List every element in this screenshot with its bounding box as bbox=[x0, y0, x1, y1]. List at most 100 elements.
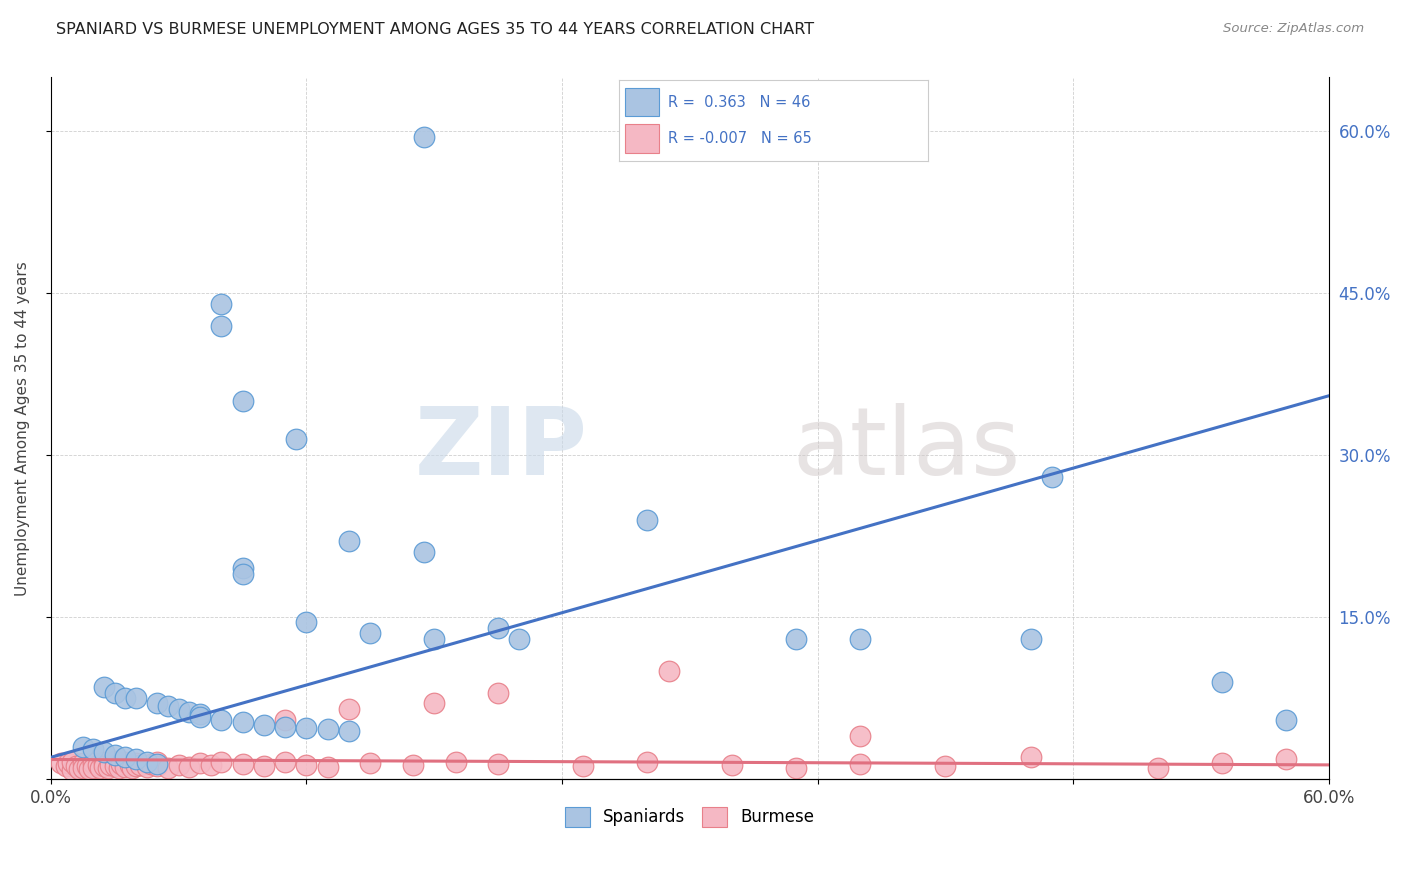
Point bbox=[849, 756, 872, 771]
Point bbox=[231, 394, 253, 409]
Text: SPANIARD VS BURMESE UNEMPLOYMENT AMONG AGES 35 TO 44 YEARS CORRELATION CHART: SPANIARD VS BURMESE UNEMPLOYMENT AMONG A… bbox=[56, 22, 814, 37]
Point bbox=[231, 561, 253, 575]
Point bbox=[209, 318, 232, 333]
Point bbox=[274, 755, 297, 769]
Point bbox=[93, 680, 115, 694]
Point bbox=[76, 759, 98, 773]
Point bbox=[146, 759, 169, 773]
Point bbox=[93, 745, 115, 759]
Point bbox=[188, 756, 211, 770]
Point bbox=[67, 762, 90, 776]
Point bbox=[60, 755, 83, 769]
Point bbox=[284, 432, 307, 446]
Point bbox=[156, 761, 179, 775]
Point bbox=[55, 759, 77, 773]
Point bbox=[146, 697, 169, 711]
Point bbox=[849, 632, 872, 646]
Point bbox=[785, 761, 807, 775]
Point bbox=[316, 760, 339, 774]
Text: atlas: atlas bbox=[792, 403, 1021, 495]
Point bbox=[93, 755, 115, 769]
Point bbox=[209, 297, 232, 311]
Point bbox=[359, 756, 381, 770]
Point bbox=[135, 760, 157, 774]
Point bbox=[1040, 469, 1063, 483]
Point bbox=[114, 755, 136, 769]
Point bbox=[104, 754, 127, 768]
Point bbox=[125, 752, 148, 766]
Point bbox=[100, 757, 122, 772]
Point bbox=[849, 729, 872, 743]
Point bbox=[1211, 674, 1233, 689]
Point bbox=[125, 690, 148, 705]
Point bbox=[89, 761, 111, 775]
Point bbox=[1019, 750, 1042, 764]
Bar bbox=[624, 88, 659, 117]
Point bbox=[444, 755, 467, 769]
Point bbox=[295, 721, 318, 735]
Point bbox=[139, 756, 162, 771]
Point bbox=[785, 632, 807, 646]
Point bbox=[636, 513, 658, 527]
Point bbox=[114, 750, 136, 764]
Y-axis label: Unemployment Among Ages 35 to 44 years: Unemployment Among Ages 35 to 44 years bbox=[15, 260, 30, 596]
Point bbox=[412, 129, 434, 144]
Point bbox=[337, 534, 360, 549]
Point bbox=[231, 756, 253, 771]
Point bbox=[86, 757, 108, 772]
Point bbox=[934, 759, 956, 773]
Point bbox=[486, 621, 509, 635]
Point bbox=[188, 710, 211, 724]
Text: ZIP: ZIP bbox=[415, 403, 588, 495]
Point bbox=[231, 566, 253, 581]
Point bbox=[179, 760, 201, 774]
Point bbox=[402, 757, 425, 772]
Point bbox=[156, 698, 179, 713]
Point bbox=[231, 714, 253, 729]
Point bbox=[82, 741, 104, 756]
Point bbox=[167, 757, 190, 772]
Point bbox=[72, 739, 94, 754]
Point bbox=[721, 757, 744, 772]
Point bbox=[295, 757, 318, 772]
Point bbox=[108, 761, 131, 775]
Point bbox=[146, 756, 169, 771]
Point bbox=[72, 756, 94, 770]
Point bbox=[1147, 761, 1170, 775]
Point bbox=[1019, 632, 1042, 646]
Text: R = -0.007   N = 65: R = -0.007 N = 65 bbox=[668, 131, 811, 146]
Point bbox=[118, 757, 141, 772]
Point bbox=[337, 702, 360, 716]
Point bbox=[121, 761, 143, 775]
Point bbox=[412, 545, 434, 559]
Point bbox=[274, 720, 297, 734]
Point bbox=[253, 759, 276, 773]
Point bbox=[104, 759, 127, 773]
Text: R =  0.363   N = 46: R = 0.363 N = 46 bbox=[668, 95, 810, 110]
Point bbox=[82, 756, 104, 770]
Bar bbox=[624, 125, 659, 153]
Point bbox=[508, 632, 530, 646]
Point bbox=[82, 761, 104, 775]
Point bbox=[129, 757, 152, 772]
Point bbox=[60, 764, 83, 778]
Point bbox=[146, 755, 169, 769]
Point bbox=[51, 756, 73, 770]
Point bbox=[135, 755, 157, 769]
Point bbox=[93, 759, 115, 773]
Point bbox=[572, 759, 595, 773]
Point bbox=[188, 707, 211, 722]
Point bbox=[65, 759, 87, 773]
Point bbox=[295, 615, 318, 630]
Point bbox=[125, 759, 148, 773]
Legend: Spaniards, Burmese: Spaniards, Burmese bbox=[558, 800, 821, 834]
Point bbox=[72, 761, 94, 775]
Point bbox=[179, 705, 201, 719]
Point bbox=[337, 724, 360, 739]
Point bbox=[97, 761, 120, 775]
Point bbox=[486, 685, 509, 699]
Point bbox=[114, 760, 136, 774]
Point bbox=[200, 757, 222, 772]
Point bbox=[167, 702, 190, 716]
Point bbox=[274, 713, 297, 727]
